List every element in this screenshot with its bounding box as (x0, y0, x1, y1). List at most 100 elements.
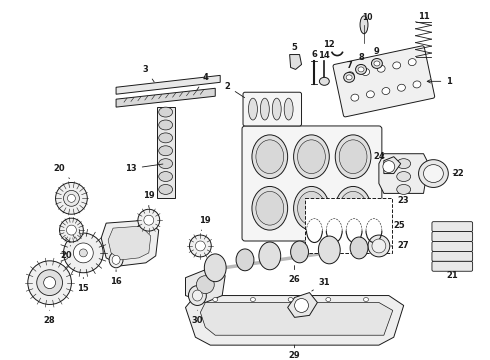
Ellipse shape (252, 186, 288, 230)
Ellipse shape (335, 186, 371, 230)
Ellipse shape (351, 94, 359, 101)
Text: 22: 22 (452, 169, 464, 178)
Text: 2: 2 (224, 82, 245, 98)
FancyBboxPatch shape (157, 107, 174, 198)
FancyBboxPatch shape (333, 46, 435, 117)
Polygon shape (379, 154, 428, 193)
Ellipse shape (413, 81, 421, 88)
Ellipse shape (297, 192, 325, 225)
Circle shape (28, 261, 72, 305)
Circle shape (67, 225, 76, 235)
Ellipse shape (272, 98, 281, 120)
Ellipse shape (288, 297, 293, 302)
Text: 13: 13 (125, 164, 163, 173)
Text: 11: 11 (417, 12, 429, 21)
Text: 16: 16 (110, 270, 122, 286)
Text: 19: 19 (199, 216, 211, 230)
Polygon shape (290, 55, 301, 69)
FancyBboxPatch shape (432, 242, 473, 251)
FancyBboxPatch shape (243, 92, 301, 126)
Ellipse shape (259, 242, 281, 270)
Circle shape (383, 161, 395, 172)
Ellipse shape (189, 285, 206, 306)
Ellipse shape (364, 297, 368, 302)
Polygon shape (108, 226, 151, 260)
Ellipse shape (284, 98, 293, 120)
Text: 20: 20 (54, 164, 70, 179)
Circle shape (196, 276, 214, 293)
Ellipse shape (374, 61, 380, 66)
Ellipse shape (326, 297, 331, 302)
Polygon shape (186, 268, 225, 302)
Circle shape (37, 270, 63, 296)
FancyBboxPatch shape (432, 222, 473, 231)
Ellipse shape (159, 107, 172, 117)
Ellipse shape (393, 62, 401, 69)
Ellipse shape (159, 120, 172, 130)
Ellipse shape (159, 159, 172, 168)
Ellipse shape (236, 249, 254, 271)
Polygon shape (186, 296, 404, 345)
Ellipse shape (356, 64, 367, 75)
Circle shape (196, 241, 205, 251)
Ellipse shape (193, 290, 202, 301)
FancyBboxPatch shape (242, 126, 382, 241)
Circle shape (44, 277, 55, 289)
Ellipse shape (397, 84, 405, 91)
Ellipse shape (204, 254, 226, 282)
Ellipse shape (382, 87, 390, 95)
Ellipse shape (368, 235, 390, 257)
Ellipse shape (297, 140, 325, 174)
Ellipse shape (250, 297, 255, 302)
Ellipse shape (367, 91, 374, 98)
Bar (304, 198, 392, 253)
Text: 8: 8 (358, 53, 364, 62)
FancyBboxPatch shape (432, 231, 473, 242)
Ellipse shape (260, 98, 270, 120)
Ellipse shape (397, 184, 411, 194)
Ellipse shape (358, 67, 364, 72)
Text: 14: 14 (318, 51, 330, 60)
Text: 3: 3 (143, 65, 154, 82)
Circle shape (79, 249, 87, 257)
Ellipse shape (319, 77, 329, 85)
Circle shape (144, 215, 154, 225)
Text: 5: 5 (292, 43, 297, 52)
Text: 17: 17 (138, 212, 155, 226)
Ellipse shape (423, 165, 443, 183)
FancyBboxPatch shape (432, 251, 473, 261)
Ellipse shape (248, 98, 257, 120)
Polygon shape (288, 293, 318, 318)
Ellipse shape (159, 133, 172, 143)
Text: 25: 25 (394, 221, 406, 230)
Ellipse shape (159, 146, 172, 156)
Circle shape (64, 190, 79, 206)
Text: 21: 21 (446, 271, 458, 280)
Circle shape (74, 243, 93, 263)
Ellipse shape (335, 135, 371, 179)
Text: 6: 6 (312, 50, 318, 59)
Text: 26: 26 (289, 266, 300, 284)
Ellipse shape (213, 297, 218, 302)
Ellipse shape (408, 59, 416, 66)
Polygon shape (101, 220, 159, 266)
Ellipse shape (346, 75, 352, 80)
Ellipse shape (339, 192, 367, 225)
Ellipse shape (360, 16, 368, 34)
Text: 28: 28 (44, 310, 55, 325)
Circle shape (64, 233, 103, 273)
Circle shape (55, 183, 87, 214)
Ellipse shape (294, 135, 329, 179)
Ellipse shape (291, 241, 309, 263)
Ellipse shape (339, 140, 367, 174)
Text: 18: 18 (199, 307, 211, 320)
Ellipse shape (350, 237, 368, 259)
Ellipse shape (159, 184, 172, 194)
Ellipse shape (159, 172, 172, 181)
FancyBboxPatch shape (432, 261, 473, 271)
Ellipse shape (362, 68, 369, 76)
Ellipse shape (294, 186, 329, 230)
Ellipse shape (397, 172, 411, 181)
Ellipse shape (256, 192, 284, 225)
Circle shape (190, 235, 211, 257)
